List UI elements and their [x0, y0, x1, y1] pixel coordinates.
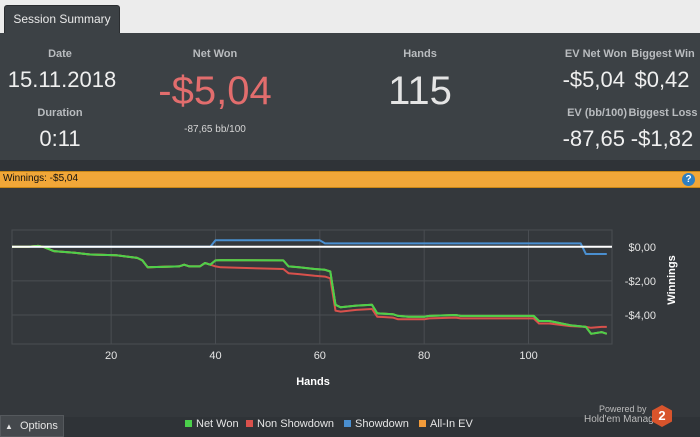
session-summary-panel: Date 15.11.2018 Duration 0:11 Net Won -$…	[0, 33, 700, 160]
winnings-text: Winnings: -$5,04	[3, 173, 79, 184]
legend-swatch	[419, 420, 426, 427]
y-axis-ticks: $0,00 -$2,00 -$4,00	[625, 242, 656, 322]
x-tick-label: 80	[418, 350, 430, 362]
winnings-bar: Winnings: -$5,04 ?	[0, 171, 700, 188]
legend-swatch	[185, 420, 192, 427]
caret-up-icon: ▲	[5, 422, 13, 431]
net-won-label: Net Won	[192, 48, 238, 60]
tab-session-summary[interactable]: Session Summary	[4, 5, 120, 33]
series-line-net-won	[12, 244, 608, 335]
tab-bar: Session Summary	[0, 0, 700, 33]
legend-label: Non Showdown	[257, 418, 335, 430]
legend-swatch	[246, 420, 253, 427]
ev-net-won-value: -$5,04	[562, 67, 625, 92]
chart-lines	[12, 239, 612, 335]
ev-bb100-value: -87,65	[562, 126, 625, 151]
net-won-value: -$5,04	[158, 69, 272, 113]
legend-item-net-won[interactable]: Net Won	[185, 418, 239, 430]
question-icon[interactable]: ?	[682, 173, 695, 186]
legend-label: All-In EV	[430, 418, 473, 430]
legend-item-non-showdown[interactable]: Non Showdown	[246, 418, 334, 430]
net-won-bb100: -87,65 bb/100	[184, 124, 246, 135]
y-tick-label: -$2,00	[625, 276, 656, 288]
x-axis-ticks: 20 40 60 80 100	[105, 350, 538, 362]
legend-swatch	[344, 420, 351, 427]
ev-net-won-label: EV Net Won	[564, 48, 627, 60]
powered-by-text: Powered by	[599, 404, 647, 414]
x-tick-label: 100	[519, 350, 537, 362]
x-axis-label: Hands	[296, 376, 330, 388]
hands-value: 115	[388, 69, 452, 113]
duration-value: 0:11	[39, 126, 81, 151]
series-line-showdown	[12, 239, 607, 255]
x-tick-label: 20	[105, 350, 117, 362]
legend-label: Showdown	[355, 418, 409, 430]
legend-label: Net Won	[196, 418, 239, 430]
winnings-chart: 20 40 60 80 100 $0,00 -$2,00 -$4,00 Hands Winn…	[0, 188, 700, 417]
hm2-logo-icon: 2	[652, 405, 672, 427]
series-line-all-in-ev	[12, 244, 608, 335]
x-tick-label: 40	[209, 350, 221, 362]
duration-label: Duration	[37, 107, 83, 119]
options-label: Options	[19, 420, 58, 432]
winnings-chart-svg: 20 40 60 80 100 $0,00 -$2,00 -$4,00 Hands Winn…	[11, 229, 678, 388]
y-axis-label: Winnings	[666, 255, 678, 304]
legend-item-showdown[interactable]: Showdown	[344, 418, 409, 430]
ev-bb100-label: EV (bb/100)	[567, 107, 627, 119]
date-value: 15.11.2018	[7, 67, 117, 92]
legend-item-allin-ev[interactable]: All-In EV	[419, 418, 473, 430]
biggest-loss-label: Biggest Loss	[628, 107, 698, 119]
plot-frame	[11, 229, 613, 345]
biggest-win-value: $0,42	[634, 67, 690, 92]
chart-grid	[11, 229, 613, 345]
y-tick-label: -$4,00	[625, 310, 656, 322]
biggest-loss-value: -$1,82	[630, 126, 694, 151]
date-label: Date	[48, 48, 72, 60]
x-tick-label: 60	[314, 350, 326, 362]
biggest-win-label: Biggest Win	[631, 48, 695, 60]
y-tick-label: $0,00	[628, 242, 656, 254]
chart-legend: Net Won Non Showdown Showdown All-In EV	[0, 414, 700, 434]
hands-label: Hands	[403, 48, 437, 60]
brand-name: Hold'em Manager	[584, 414, 663, 425]
